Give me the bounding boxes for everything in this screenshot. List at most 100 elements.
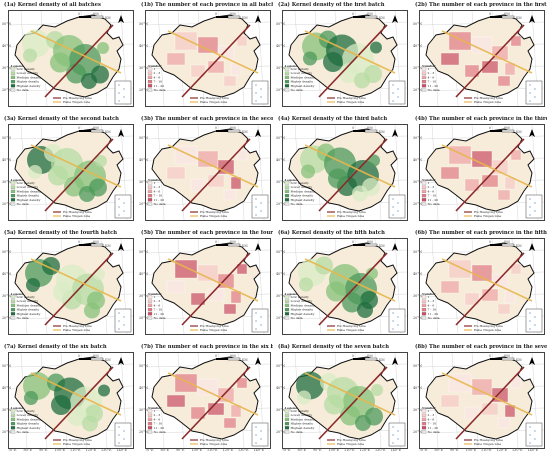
island-dot	[392, 320, 394, 322]
map-panel: (8a) Kernel density of the seven batch 0 8…	[276, 344, 410, 456]
panel-label: (7a)	[4, 344, 18, 350]
legend-item: Low density	[291, 181, 310, 185]
density-blob	[303, 51, 317, 66]
panel-title-text: Kernel density of the fourth batch	[17, 230, 118, 236]
longitude-tick: 140°E	[527, 448, 539, 452]
legend-item: No data	[428, 316, 440, 320]
longitude-tick: 120°E	[496, 448, 508, 452]
panel-title: (1b) The number of each province in all …	[141, 2, 273, 9]
latitude-tick: 20°N	[139, 430, 148, 434]
legend-line-item: Hebe Tingen Line	[337, 328, 364, 332]
legend-title: Legend	[285, 292, 298, 296]
legend-swatch	[147, 316, 153, 320]
latitude-tick: 30°N	[413, 180, 422, 184]
legend-swatch	[10, 67, 16, 71]
island-dot	[255, 320, 257, 322]
province-fill	[166, 166, 186, 180]
north-arrow-icon	[392, 129, 398, 137]
legend-swatch	[10, 430, 16, 434]
legend-swatch	[284, 88, 290, 92]
island-dot	[255, 206, 257, 208]
hu-huanyong-line	[44, 252, 114, 326]
scale-bar: 0 800 KM	[352, 12, 385, 20]
legend-item: 2 - 3	[154, 71, 161, 75]
legend-swatch	[10, 193, 16, 198]
density-blob	[98, 384, 110, 397]
scale-unit: KM	[105, 16, 111, 20]
legend-swatch	[284, 67, 290, 71]
latitude-tick: 50°N	[2, 364, 11, 368]
hebe-tingen-line	[30, 372, 122, 416]
legend-swatch	[10, 421, 16, 426]
legend-title: Number	[422, 292, 436, 296]
legend-line-item: Hu Huanyong Line	[474, 210, 503, 214]
panel-label: (4a)	[278, 116, 292, 122]
hebe-tingen-line	[30, 30, 122, 74]
latitude-tick: 30°N	[276, 294, 285, 298]
legend-item: 11 - 20	[428, 312, 439, 316]
legend-item: Higher density	[17, 80, 40, 84]
island-dot	[534, 210, 536, 212]
province-fill	[448, 31, 472, 51]
island-dot	[534, 430, 536, 432]
legend-title: Legend	[285, 178, 298, 182]
legend-line-item: Hebe Tingen Line	[63, 100, 90, 104]
island-dot	[255, 100, 257, 102]
legend-swatch	[10, 75, 16, 80]
province-fill	[464, 64, 480, 78]
legend-item: Lower density	[291, 71, 313, 75]
south-china-sea-inset	[114, 194, 132, 219]
scale-value: 800	[230, 126, 236, 130]
legend-item: 11 - 20	[428, 426, 439, 430]
latitude-tick: 40°N	[413, 272, 422, 276]
latitude-tick: 20°N	[276, 88, 285, 92]
island-dot	[255, 214, 257, 216]
island-dot	[118, 198, 120, 200]
province-fill	[440, 52, 460, 66]
legend-item: Highest density	[17, 312, 41, 316]
legend-title: Number	[148, 178, 162, 182]
map-panel: (3a) Kernel density of the second batch 0…	[2, 116, 136, 228]
legend-swatch	[421, 185, 427, 189]
legend-swatch	[10, 303, 16, 308]
panel-title: (4b) The number of each province in the …	[415, 116, 547, 123]
legend-item: No data	[17, 430, 29, 434]
legend-swatch	[421, 71, 427, 75]
south-china-sea-inset	[388, 194, 406, 219]
latitude-tick: 20°N	[276, 430, 285, 434]
island-dot	[529, 442, 531, 444]
latitude-tick: 50°N	[2, 250, 11, 254]
hebe-tingen-line	[441, 144, 533, 188]
legend-item: Higher density	[17, 308, 40, 312]
legend-item: 7 - 10	[154, 422, 163, 426]
province-fill	[448, 373, 472, 393]
panel-title-text: The number of each province in the secon…	[154, 116, 273, 122]
legend-swatch	[421, 189, 427, 194]
latitude-tick: 20°N	[276, 316, 285, 320]
hu-huanyong-line	[455, 252, 525, 326]
legend-swatch	[147, 426, 153, 430]
density-blob	[352, 185, 368, 202]
latitude-tick: 40°N	[413, 158, 422, 162]
island-dot	[392, 434, 394, 436]
map-panel: (7a) Kernel density of the six batch 0 800…	[2, 344, 136, 456]
legend-item: 2 - 3	[154, 185, 161, 189]
density-blob	[357, 302, 373, 318]
province-fill	[166, 394, 186, 408]
island-dot	[534, 438, 536, 440]
hu-huanyong-line	[318, 252, 388, 326]
panel-label: (3b)	[141, 116, 155, 122]
legend-line-item: Hebe Tingen Line	[63, 442, 90, 446]
province-fill	[190, 406, 206, 420]
province-fill	[510, 377, 522, 389]
density-blob	[24, 391, 38, 405]
scale-value: 800	[367, 240, 373, 244]
scale-bar: 0 800 KM	[352, 240, 385, 248]
south-china-sea-inset	[525, 422, 543, 447]
